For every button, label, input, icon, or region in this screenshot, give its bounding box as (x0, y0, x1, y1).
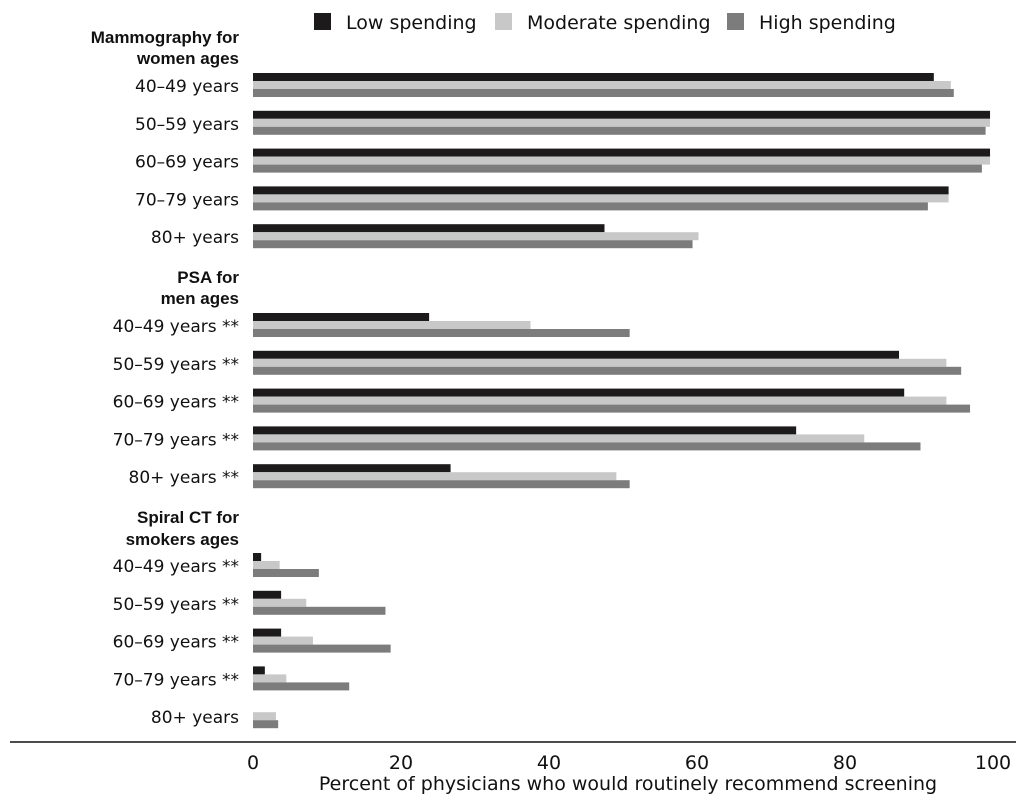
x-tick-label: 40 (537, 752, 561, 774)
group-title-1-line-1: men ages (161, 289, 239, 308)
bar (253, 712, 276, 721)
category-label: 50–59 years (135, 115, 239, 135)
bar (253, 606, 386, 615)
bar (253, 464, 451, 473)
x-axis-ticks: 0 20 40 60 80 100 (247, 752, 1011, 774)
bar (253, 224, 605, 233)
category-label: 60–69 years ** (113, 393, 239, 413)
category-label: 70–79 years ** (113, 430, 239, 450)
legend-label-2: High spending (759, 12, 896, 34)
bar (253, 598, 307, 607)
category-label: 50–59 years ** (113, 355, 239, 375)
bar (253, 426, 797, 435)
category-label: 40–49 years ** (113, 557, 239, 577)
x-axis-label: Percent of physicians who would routinel… (319, 773, 937, 795)
x-tick-label: 60 (685, 752, 709, 774)
bar (253, 388, 905, 397)
bar (253, 553, 262, 561)
bar (253, 232, 699, 241)
bar (253, 480, 630, 489)
legend-swatch-2 (727, 13, 744, 30)
bar (253, 358, 947, 367)
bar (253, 590, 282, 599)
bar (253, 350, 900, 359)
category-label: 80+ years (151, 708, 239, 728)
bar (253, 148, 991, 157)
group-title-0-line-1: women ages (136, 49, 239, 68)
category-label: 70–79 years (135, 190, 239, 210)
category-label: 60–69 years ** (113, 633, 239, 653)
x-tick-label: 20 (389, 752, 413, 774)
bar (253, 186, 949, 195)
category-label: 70–79 years ** (113, 670, 239, 690)
bar (253, 628, 282, 637)
group-title-0-line-0: Mammography for (91, 28, 240, 47)
bar (253, 561, 280, 569)
bar (253, 569, 319, 577)
bar (253, 434, 865, 443)
bar (253, 156, 991, 165)
bar (253, 110, 991, 119)
category-groups: Mammography for women ages 40–49 years 50–5… (91, 28, 240, 728)
category-label: 60–69 years (135, 153, 239, 173)
x-tick-label: 80 (833, 752, 857, 774)
bar (253, 89, 954, 97)
bar (253, 73, 934, 81)
category-label: 80+ years (151, 228, 239, 248)
bar (253, 313, 430, 321)
bar (253, 240, 693, 249)
legend-label-0: Low spending (346, 12, 477, 34)
legend-swatch-1 (495, 13, 512, 30)
bars (253, 73, 991, 729)
legend-label-1: Moderate spending (527, 12, 711, 34)
bar (253, 329, 630, 337)
bar (253, 472, 617, 481)
category-label: 80+ years ** (129, 468, 239, 488)
bar (253, 682, 350, 691)
category-label: 40–49 years ** (113, 317, 239, 337)
legend-swatch-0 (314, 13, 331, 30)
bar (253, 644, 391, 653)
bar (253, 202, 928, 211)
bar (253, 396, 947, 405)
bar (253, 321, 531, 329)
x-tick-label: 100 (975, 752, 1011, 774)
bar (253, 194, 949, 203)
bar (253, 404, 971, 413)
bar (253, 720, 279, 729)
bar (253, 118, 991, 127)
group-title-2-line-0: Spiral CT for (137, 508, 239, 527)
bar (253, 636, 313, 645)
bar (253, 674, 287, 683)
bar (253, 164, 982, 173)
legend: Low spending Moderate spending High spendi… (314, 12, 896, 34)
bar (253, 442, 921, 451)
category-label: 50–59 years ** (113, 595, 239, 615)
bar (253, 666, 265, 675)
category-label: 40–49 years (135, 77, 239, 97)
group-title-2-line-1: smokers ages (126, 530, 239, 549)
bar (253, 126, 986, 135)
x-tick-label: 0 (247, 752, 259, 774)
group-title-1-line-0: PSA for (177, 268, 239, 287)
bar (253, 366, 962, 375)
bar (253, 81, 951, 89)
